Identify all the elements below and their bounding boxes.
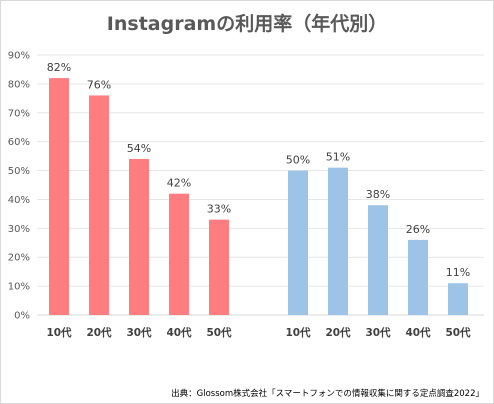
y-tick-label: 40% bbox=[8, 195, 30, 206]
data-label: 42% bbox=[167, 177, 191, 190]
x-tick-label: 10代 bbox=[46, 326, 72, 339]
y-tick-label: 20% bbox=[8, 253, 30, 264]
y-tick-label: 10% bbox=[8, 282, 30, 293]
data-label: 38% bbox=[366, 188, 390, 201]
data-label: 51% bbox=[326, 151, 350, 164]
chart-title: Instagramの利用率（年代別） bbox=[107, 12, 387, 35]
x-tick-label: 50代 bbox=[206, 326, 232, 339]
y-tick-label: 70% bbox=[8, 108, 30, 119]
x-tick-label: 20代 bbox=[325, 326, 351, 339]
data-label: 76% bbox=[87, 78, 111, 91]
data-label: 26% bbox=[406, 223, 430, 236]
data-labels: 82% 76% 54% 42% 33% 50% 51% 38% 26% 11% bbox=[47, 61, 470, 279]
bar bbox=[49, 78, 69, 315]
bars bbox=[49, 78, 468, 315]
y-tick-label: 60% bbox=[8, 137, 30, 148]
x-tick-label: 20代 bbox=[86, 326, 112, 339]
x-tick-label: 10代 bbox=[285, 326, 311, 339]
y-tick-label: 90% bbox=[8, 51, 30, 62]
data-label: 50% bbox=[286, 154, 310, 167]
data-label: 33% bbox=[207, 203, 231, 216]
data-label: 54% bbox=[127, 142, 151, 155]
x-tick-label: 30代 bbox=[126, 326, 152, 339]
bar bbox=[129, 159, 149, 315]
bar bbox=[408, 239, 428, 315]
bar bbox=[328, 167, 348, 315]
data-label: 82% bbox=[47, 61, 71, 74]
bar bbox=[209, 219, 229, 315]
bar bbox=[288, 170, 308, 315]
x-axis-categories: 10代 20代 30代 40代 50代 10代 20代 30代 40代 50代 bbox=[46, 326, 471, 339]
bar bbox=[169, 193, 189, 315]
x-tick-label: 40代 bbox=[405, 326, 431, 339]
bar bbox=[448, 283, 468, 315]
y-tick-label: 50% bbox=[8, 166, 30, 177]
y-axis-ticks: 0% 10% 20% 30% 40% 50% 60% 70% 80% 90% bbox=[8, 51, 30, 322]
x-tick-label: 40代 bbox=[166, 326, 192, 339]
x-tick-label: 50代 bbox=[445, 326, 471, 339]
x-tick-label: 30代 bbox=[365, 326, 391, 339]
y-tick-label: 0% bbox=[14, 311, 30, 322]
data-label: 11% bbox=[446, 266, 470, 279]
y-tick-label: 30% bbox=[8, 224, 30, 235]
y-tick-label: 80% bbox=[8, 79, 30, 90]
source-note: 出典：Glossom株式会社「スマートフォンでの情報収集に関する定点調査2022… bbox=[171, 388, 484, 399]
bar bbox=[368, 205, 388, 315]
bar bbox=[89, 95, 109, 315]
